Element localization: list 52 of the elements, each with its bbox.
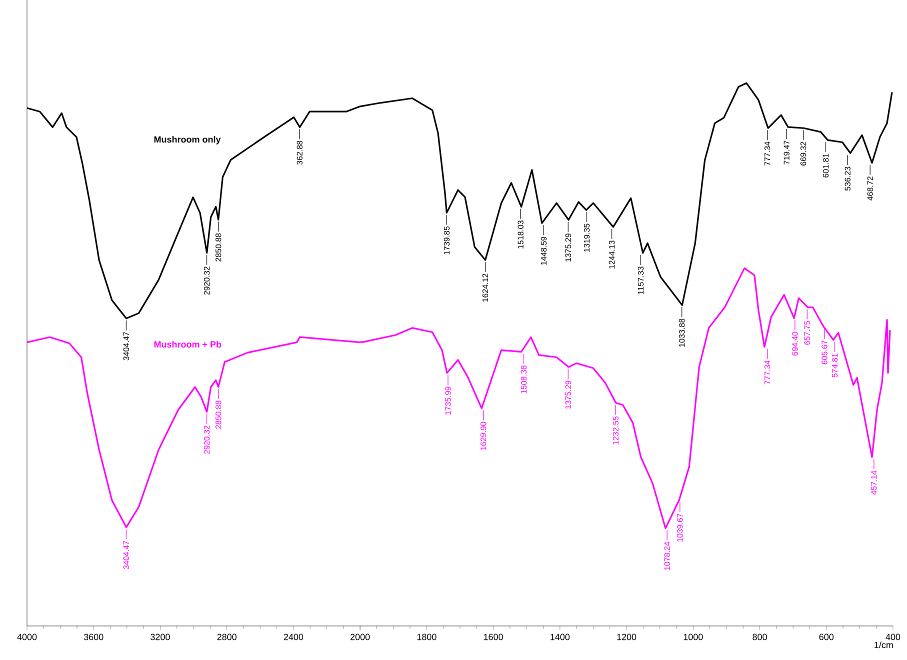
x-tick-label: 4000 [17,634,37,640]
x-axis-title: 1/cm [874,642,893,648]
annotation: 1078.24 [664,542,670,570]
x-tick-label: 1400 [550,634,570,640]
annotation: 777.34 [764,142,770,166]
x-tick-label: 1000 [684,634,703,640]
annotation: 1375.29 [565,234,571,262]
x-tick-label: 2800 [217,634,237,640]
x-tick-label: 800 [752,634,767,640]
x-tick-label: 3600 [84,634,104,640]
annotation: 1448.59 [540,236,547,265]
annotation: 1518.03 [518,220,524,248]
annotation: 777.34 [764,360,770,384]
annotation: 669.32 [800,142,806,166]
annotation: 574.81 [832,354,838,378]
x-tick-label: 3200 [150,634,170,640]
annotation: 2850.88 [216,400,222,429]
series-label: Mushroom + Pb [154,340,222,348]
annotation: 1739.85 [444,226,450,254]
annotation: 2850.88 [216,233,222,262]
x-tick-label: 1800 [417,634,436,640]
x-tick-label: 1200 [617,634,636,640]
annotation: 1244.13 [609,240,615,269]
annotation: 2920.32 [204,266,210,295]
x-tick-label: 400 [886,634,900,640]
annotation: 468.72 [867,176,873,200]
annotation: 536.23 [844,166,850,191]
annotation: 719.47 [784,140,790,164]
annotation: 1735.99 [445,386,451,415]
annotation: 457.14 [871,470,877,495]
annotation: 694.40 [792,332,798,356]
annotation: 3404.47 [123,332,130,360]
annotation: 362.88 [296,140,302,165]
annotation: 1508.38 [520,365,527,394]
x-tick-label: 600 [819,634,834,640]
annotation: 1624.12 [482,274,488,302]
annotation: 601.81 [822,154,829,178]
annotation: 1232.55 [612,416,619,444]
annotation: 1033.88 [679,318,685,347]
text: Mushroom only [154,136,221,144]
annotation: 2920.32 [204,426,210,454]
annotation: 1319.35 [584,224,590,252]
annotation: 657.75 [804,320,810,345]
x-tick-label: 1600 [484,634,503,640]
x-tick-label: 2000 [350,634,370,640]
annotation: 605.67 [822,340,828,364]
annotation: 3404.47 [123,540,130,570]
annotation: 1039.67 [677,514,683,542]
annotation: 1629.90 [480,422,486,450]
annotation: 1375.29 [565,380,571,409]
x-tick-label: 2400 [284,634,304,640]
annotation: 1157.33 [638,266,644,294]
